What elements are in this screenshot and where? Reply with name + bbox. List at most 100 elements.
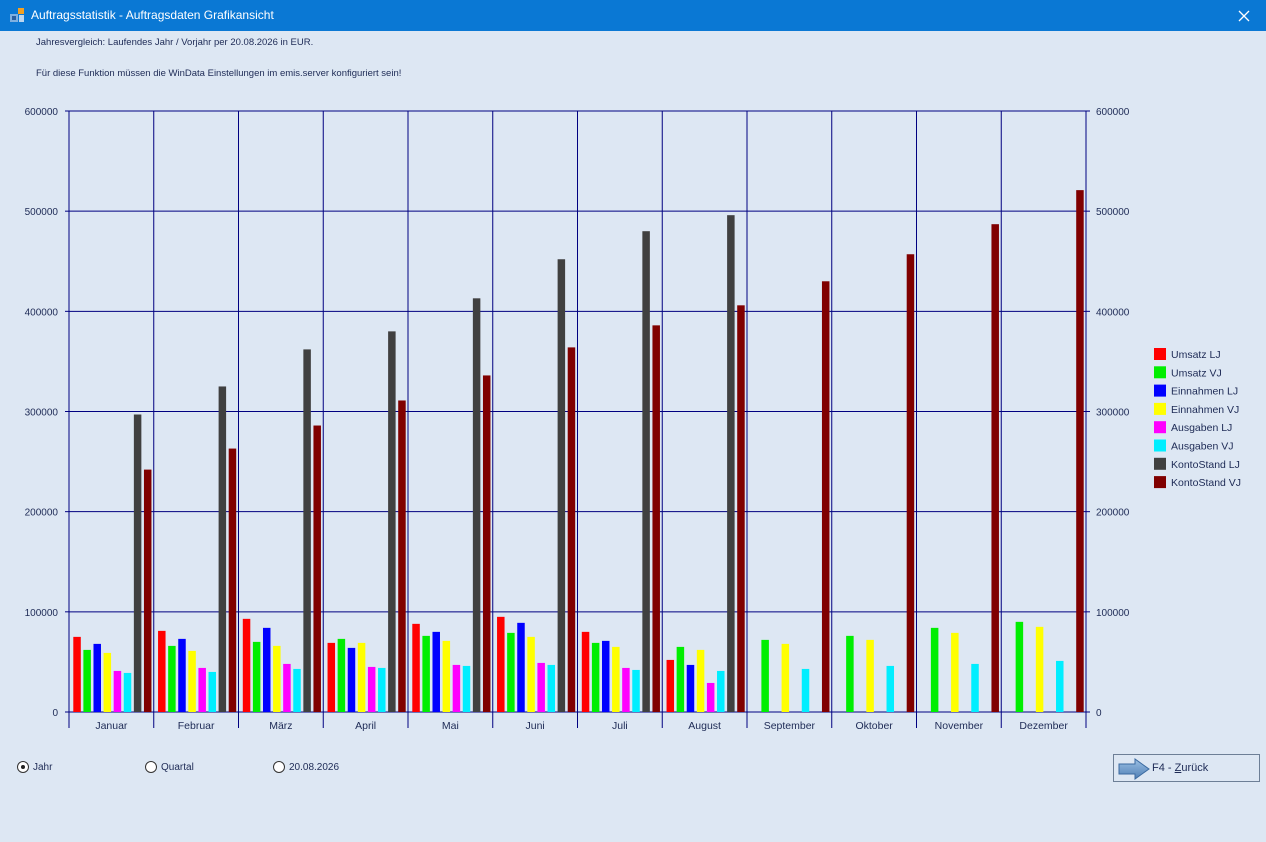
y-tick-label-right: 200000 (1096, 508, 1130, 519)
bar (557, 259, 566, 712)
bar (971, 663, 979, 712)
radio-dot-quartal[interactable] (145, 761, 157, 773)
window-title: Auftragsstatistik - Auftragsdaten Grafik… (31, 8, 274, 22)
bar (327, 642, 336, 712)
bar (846, 635, 854, 712)
legend-label: Ausgaben VJ (1171, 441, 1233, 453)
legend-label: Umsatz LJ (1171, 349, 1221, 361)
bar (388, 331, 396, 712)
bar (143, 469, 152, 712)
bar (581, 631, 590, 712)
bar (801, 668, 810, 712)
bar (527, 636, 535, 712)
bar (821, 281, 830, 712)
bar (507, 632, 515, 712)
legend-swatch (1154, 402, 1166, 415)
bar (906, 254, 915, 712)
radio-datum[interactable]: 20.08.2026 (273, 761, 339, 773)
app-icon (10, 8, 24, 22)
bar (622, 667, 630, 712)
bar (517, 622, 525, 712)
bar (293, 668, 301, 712)
bar (666, 659, 675, 712)
back-button[interactable]: F4 - Zurück (1113, 754, 1260, 782)
close-button[interactable] (1222, 0, 1266, 31)
y-tick-label-right: 600000 (1096, 107, 1130, 118)
bar (761, 639, 769, 712)
bar (378, 667, 386, 712)
bar (273, 645, 281, 712)
x-tick-label: Oktober (855, 720, 893, 732)
y-tick-label-left: 200000 (25, 508, 59, 519)
radio-dot-datum[interactable] (273, 761, 285, 773)
bar (497, 616, 505, 712)
bar (727, 215, 735, 712)
bar (591, 642, 600, 712)
arrow-right-icon (1118, 758, 1150, 780)
x-tick-label: August (688, 720, 721, 732)
bar (283, 663, 291, 712)
legend-label: Einnahmen LJ (1171, 386, 1238, 398)
bar (83, 649, 91, 712)
bar (886, 665, 895, 712)
legend-label: Einnahmen VJ (1171, 404, 1239, 416)
bar (951, 632, 959, 712)
bar (1035, 626, 1044, 712)
bar (930, 627, 939, 712)
bar (218, 386, 227, 712)
bar (432, 631, 440, 712)
bar (347, 647, 356, 712)
bar (1056, 660, 1064, 712)
radio-jahr[interactable]: Jahr (17, 761, 52, 773)
bar (228, 448, 237, 712)
y-tick-label-left: 500000 (25, 207, 59, 218)
bar (601, 640, 610, 712)
bar (198, 667, 206, 712)
y-tick-label-right: 400000 (1096, 307, 1130, 318)
legend-swatch (1154, 366, 1166, 379)
y-tick-label-right: 500000 (1096, 207, 1130, 218)
bar (303, 349, 311, 712)
bar (208, 671, 217, 712)
legend-swatch (1154, 421, 1166, 434)
bar (133, 414, 142, 712)
bar (412, 623, 420, 712)
legend-label: Ausgaben LJ (1171, 422, 1232, 434)
back-button-rest: urück (1181, 762, 1209, 774)
radio-dot-jahr[interactable] (17, 761, 29, 773)
bar (123, 672, 132, 712)
legend-swatch (1154, 439, 1166, 452)
bar (357, 642, 366, 712)
bar (781, 643, 790, 712)
bar-chart: 0 0 100000 100000 200000 200000 300000 300000 40… (25, 107, 1241, 732)
bar (612, 646, 620, 712)
bar (737, 305, 745, 712)
bar (367, 666, 376, 712)
radio-label-quartal: Quartal (161, 761, 194, 773)
title-bar: Auftragsstatistik - Auftragsdaten Grafik… (0, 0, 1266, 31)
y-tick-label-right: 0 (1096, 708, 1102, 719)
bar (717, 670, 725, 712)
back-button-key: F4 - (1152, 762, 1175, 774)
radio-quartal[interactable]: Quartal (145, 761, 194, 773)
bar (73, 636, 81, 712)
info-line-1: Jahresvergleich: Laufendes Jahr / Vorjah… (36, 37, 314, 48)
bar (113, 670, 122, 712)
y-tick-label-right: 100000 (1096, 608, 1130, 619)
x-tick-label: September (764, 720, 816, 732)
x-tick-label: März (269, 720, 292, 732)
legend-swatch (1154, 384, 1166, 397)
x-tick-label: Juli (612, 720, 628, 732)
x-tick-label: Januar (95, 720, 128, 732)
bar (537, 662, 545, 712)
legend-swatch (1154, 476, 1166, 489)
x-tick-label: Juni (525, 720, 544, 732)
bar (313, 425, 321, 712)
legend-label: KontoStand LJ (1171, 459, 1240, 471)
x-tick-label: Mai (442, 720, 459, 732)
bar (93, 643, 101, 712)
bar (652, 325, 660, 712)
bar (188, 650, 196, 712)
bar (866, 639, 874, 712)
bar (686, 664, 695, 712)
